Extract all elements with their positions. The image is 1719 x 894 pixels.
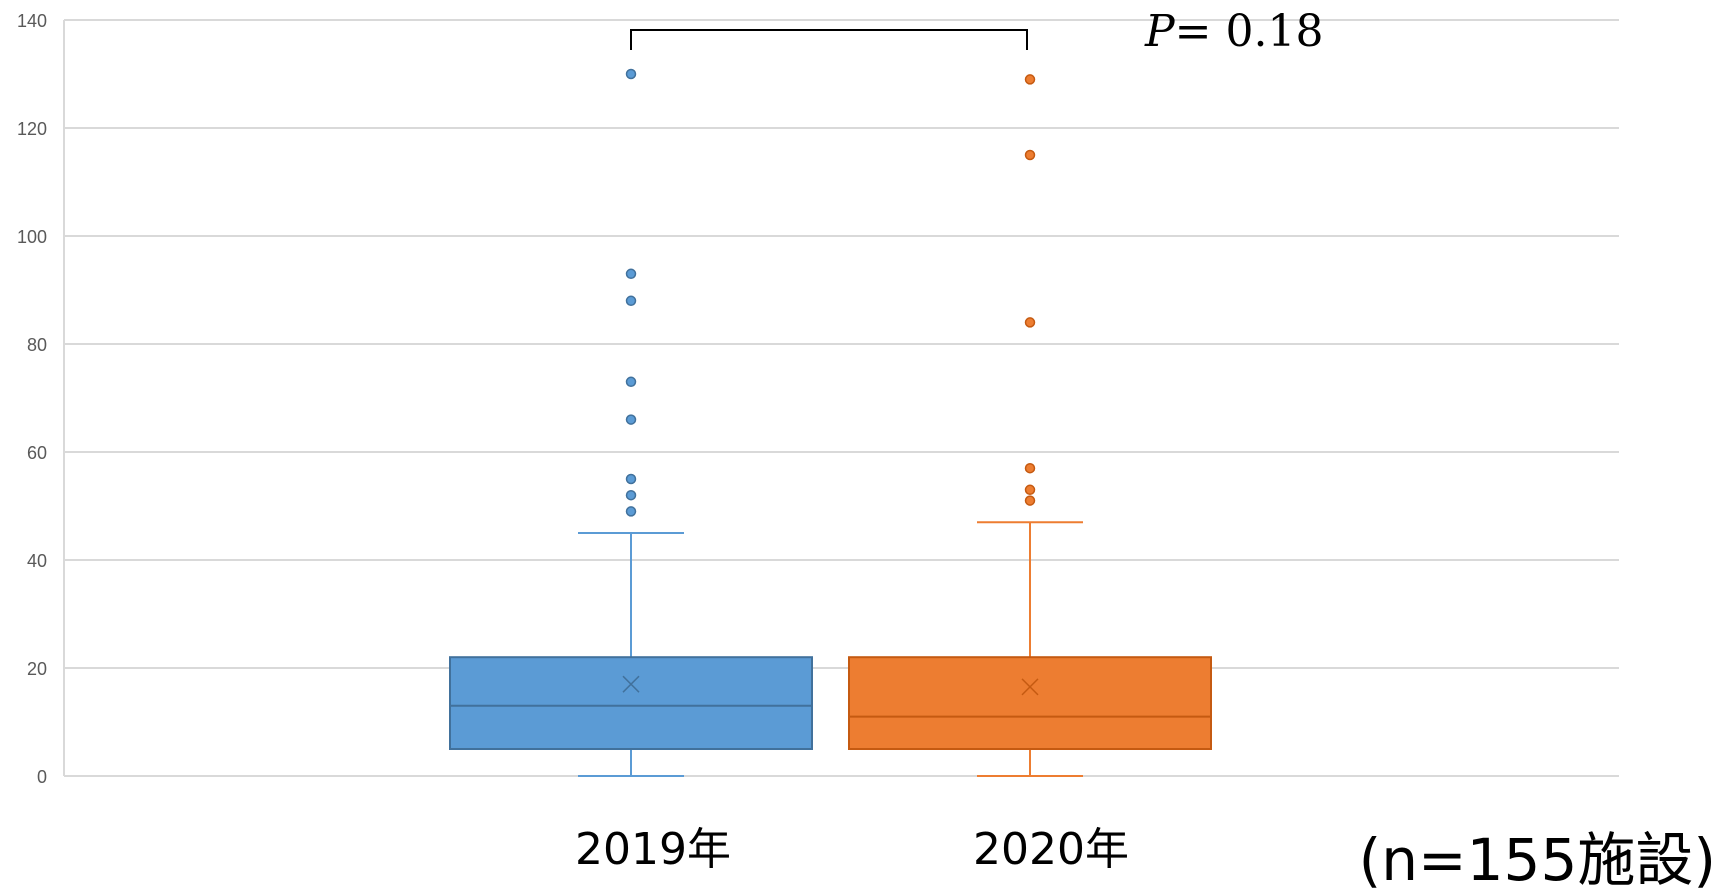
y-tick-label-20: 20	[27, 659, 47, 679]
outlier-point-0-2	[625, 473, 637, 485]
p-value-annotation: P= 0.18	[1144, 6, 1323, 57]
category-label-2019: 2019年	[575, 824, 731, 875]
outlier-point-0-5	[625, 295, 637, 307]
outlier-point-0-6	[625, 268, 637, 280]
mean-marker-b-1	[1021, 678, 1039, 696]
p-symbol: P	[1144, 6, 1176, 57]
outlier-point-0-3	[625, 414, 637, 425]
gridlines	[64, 19, 1619, 777]
significance-bracket	[630, 29, 1028, 50]
box-group-1	[848, 74, 1212, 777]
outlier-point-1-4	[1024, 149, 1036, 161]
box-group-0	[449, 68, 813, 777]
category-label-2020: 2020年	[973, 824, 1129, 875]
y-tick-label-140: 140	[17, 11, 47, 31]
outlier-point-1-5	[1024, 74, 1036, 85]
iqr-box-1	[848, 656, 1212, 751]
y-tick-label-0: 0	[37, 767, 47, 787]
outlier-point-1-1	[1024, 484, 1036, 496]
y-tick-labels: 0 20 40 60 80 100 120 140	[17, 11, 47, 787]
outlier-point-0-4	[625, 376, 637, 388]
bracket-line	[630, 29, 1028, 50]
y-tick-label-60: 60	[27, 443, 47, 463]
box-series	[449, 68, 1212, 777]
sample-size-note: (n=155施設)	[1359, 826, 1716, 894]
y-tick-label-100: 100	[17, 227, 47, 247]
outlier-point-0-0	[625, 506, 637, 517]
outlier-point-1-2	[1024, 462, 1036, 474]
y-tick-label-120: 120	[17, 119, 47, 139]
mean-marker-b-0	[622, 675, 640, 693]
y-tick-label-40: 40	[27, 551, 47, 571]
y-tick-label-80: 80	[27, 335, 47, 355]
outlier-point-1-0	[1024, 495, 1036, 506]
outlier-point-0-1	[625, 489, 637, 501]
outlier-point-0-7	[625, 68, 637, 80]
outlier-point-1-3	[1024, 317, 1036, 328]
p-value-text: = 0.18	[1175, 6, 1324, 57]
iqr-box-0	[449, 656, 813, 751]
